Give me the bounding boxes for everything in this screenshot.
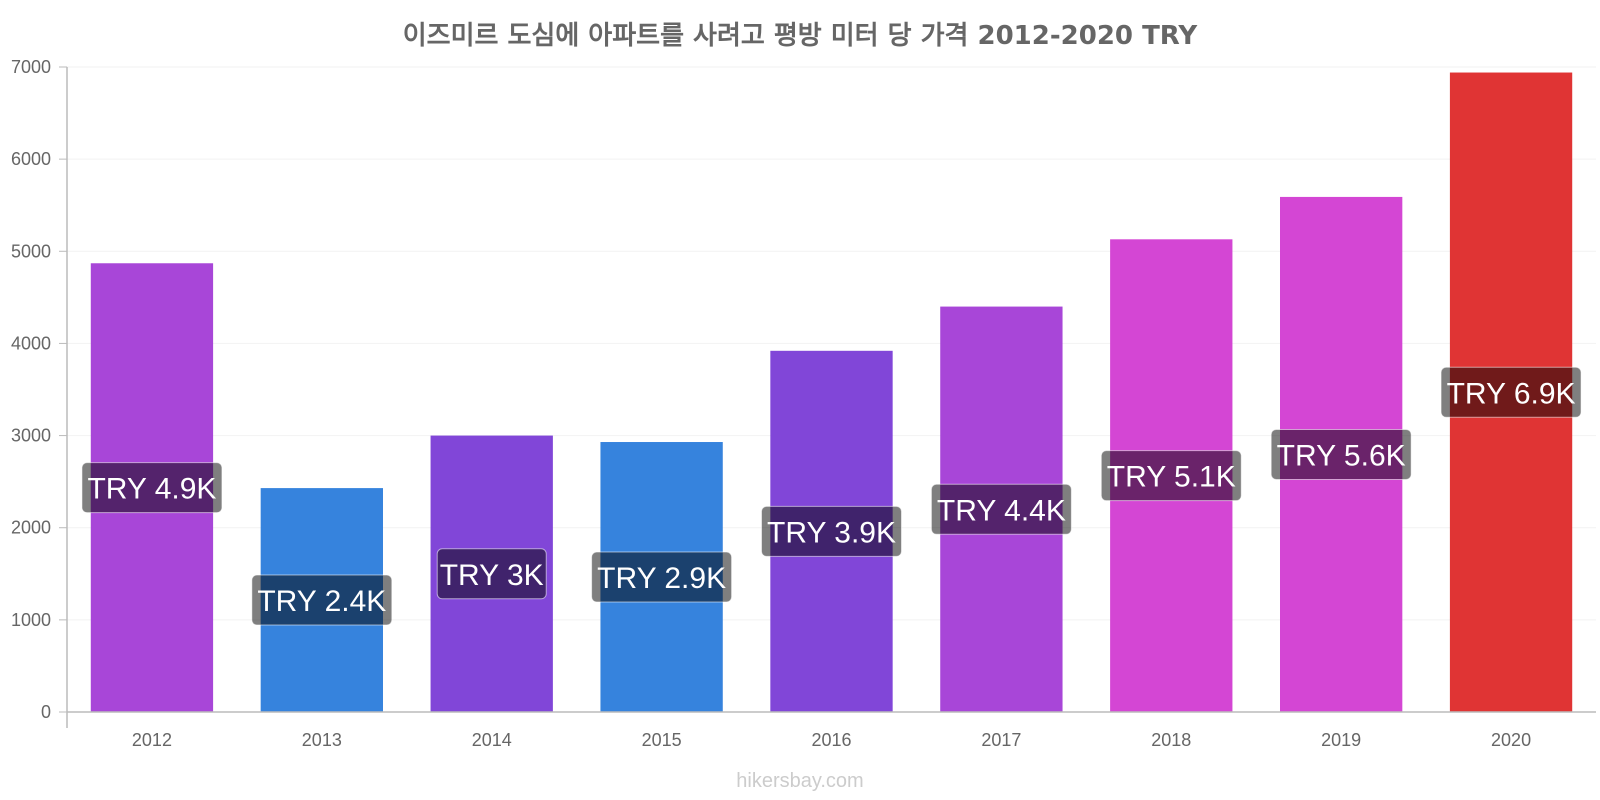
y-axis-ticks: 0 1000 2000 3000 4000 5000 6000 7000	[11, 57, 67, 722]
x-tick-label: 2019	[1321, 730, 1361, 750]
y-tick-label: 1000	[11, 610, 51, 630]
x-tick-label: 2016	[811, 730, 851, 750]
value-label-box	[81, 462, 223, 514]
y-tick-label: 0	[41, 702, 51, 722]
value-label-text: TRY 4.4K	[937, 494, 1066, 527]
value-label: TRY 6.9K	[1440, 366, 1582, 418]
value-label: TRY 3K	[436, 548, 547, 600]
value-label-text: TRY 3K	[440, 559, 544, 592]
value-label: TRY 3.9K	[761, 505, 902, 557]
value-label: TRY 4.4K	[930, 483, 1072, 535]
value-label-box	[1100, 450, 1242, 502]
value-label-text: TRY 5.6K	[1277, 439, 1406, 472]
y-tick-label: 7000	[11, 57, 51, 77]
y-tick-label: 5000	[11, 241, 51, 261]
x-tick-label: 2018	[1151, 730, 1191, 750]
x-tick-label: 2015	[642, 730, 682, 750]
axes	[66, 67, 1596, 728]
value-label: TRY 5.1K	[1100, 450, 1242, 502]
value-labels: TRY 4.9K TRY 2.4K TRY 3K TRY 2.9K TRY 3.9K TR…	[81, 366, 1582, 626]
value-label-box	[591, 551, 733, 603]
value-label: TRY 5.6K	[1270, 428, 1412, 480]
value-label-box	[930, 483, 1072, 535]
value-label-text: TRY 4.9K	[87, 473, 216, 506]
value-label-box	[1440, 366, 1582, 418]
value-label: TRY 2.4K	[251, 574, 393, 626]
value-label-box	[251, 574, 393, 626]
y-tick-label: 2000	[11, 518, 51, 538]
value-label: TRY 2.9K	[591, 551, 733, 603]
x-axis-ticks: 2012 2013 2014 2015 2016 2017 2018 2019 2020	[132, 730, 1531, 750]
value-label: TRY 4.9K	[81, 462, 223, 514]
chart-title: 이즈미르 도심에 아파트를 사려고 평방 미터 당 가격 2012-2020 T…	[403, 21, 1199, 51]
value-label-text: TRY 2.4K	[257, 585, 386, 618]
x-tick-label: 2012	[132, 730, 172, 750]
value-label-text: TRY 3.9K	[767, 516, 896, 549]
footer-watermark: hikersbay.com	[736, 770, 863, 792]
x-tick-label: 2014	[472, 730, 512, 750]
y-tick-label: 4000	[11, 333, 51, 353]
value-label-text: TRY 5.1K	[1107, 461, 1236, 494]
y-tick-label: 3000	[11, 426, 51, 446]
value-label-box	[436, 548, 547, 600]
y-tick-label: 6000	[11, 149, 51, 169]
x-tick-label: 2013	[302, 730, 342, 750]
value-label-box	[1270, 428, 1412, 480]
value-label-text: TRY 2.9K	[597, 562, 726, 595]
value-label-text: TRY 6.9K	[1447, 377, 1576, 410]
value-label-box	[761, 505, 902, 557]
x-tick-label: 2020	[1491, 730, 1531, 750]
x-tick-label: 2017	[981, 730, 1021, 750]
